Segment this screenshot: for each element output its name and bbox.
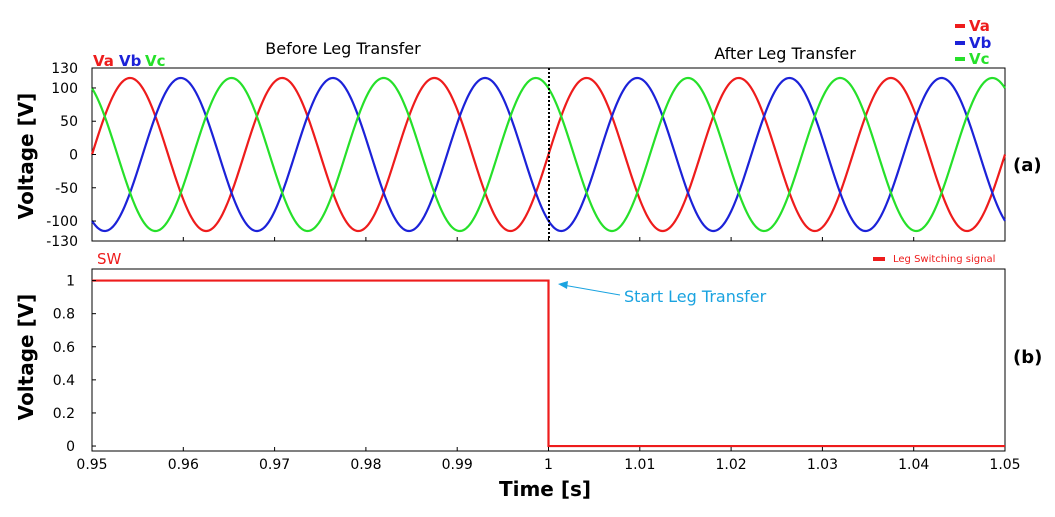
legend-label-va: Va	[969, 17, 990, 35]
xtick-label: 1	[544, 457, 553, 473]
xtick-label: 1.03	[807, 457, 838, 473]
panel-b-series-group	[92, 279, 1005, 448]
xtick-label: 0.97	[259, 457, 290, 473]
panel-a-ytick-label: 100	[51, 81, 78, 97]
panel-b-ytick-label: 0	[66, 439, 75, 455]
panel-b-yticks: 1 0.8 0.6 0.4 0.2 0	[53, 274, 96, 455]
xtick-label: 0.98	[350, 457, 381, 473]
inline-legend-vc: Vc	[145, 52, 166, 70]
inline-legend-vb: Vb	[119, 52, 142, 70]
annotation-text: Start Leg Transfer	[624, 287, 767, 306]
annotation-arrow-line	[562, 284, 621, 296]
panel-a-ytick-label: -130	[46, 234, 78, 250]
panel-b-ytick-label: 1	[66, 274, 75, 290]
panel-b-switching-signal: 1 0.8 0.6 0.4 0.2 0 0.95 0.96 0.97 0.98 0.99 1 1.01…	[14, 237, 1042, 501]
legend-label-vb: Vb	[969, 34, 992, 52]
panel-b-ytick-label: 0.6	[53, 340, 75, 356]
panel-a-legend: Va Vb Vc	[955, 17, 992, 68]
panel-b-xticks: 0.95 0.96 0.97 0.98 0.99 1 1.01 1.02 1.03 1.04 1.0…	[76, 237, 1021, 473]
xtick-label: 1.02	[716, 457, 747, 473]
panel-b-title: SW	[97, 250, 122, 268]
panel-a-ytick-label: -50	[55, 181, 78, 197]
panel-a-yticks: 130 100 50 0 -50 -100 -130	[46, 61, 96, 250]
start-transfer-annotation: Start Leg Transfer	[558, 281, 767, 306]
inline-legend-va: Va	[93, 52, 114, 70]
panel-b-tag: (b)	[1013, 347, 1042, 368]
panel-a-voltage-waveforms: 130 100 50 0 -50 -100 -130 Voltage [V] Before …	[14, 17, 1042, 250]
xtick-label: 0.99	[442, 457, 473, 473]
panel-b-legend: Leg Switching signal	[873, 254, 995, 265]
panel-b-ytick-label: 0.4	[53, 373, 75, 389]
legend-label-vc: Vc	[969, 50, 990, 68]
panel-b-ytick-label: 0.8	[53, 307, 75, 323]
panel-a-tag: (a)	[1013, 155, 1042, 176]
panel-a-ytick-label: 50	[60, 114, 78, 130]
x-axis-label: Time [s]	[499, 477, 591, 501]
legend-label-sw: Leg Switching signal	[893, 254, 995, 265]
panel-b-ytick-label: 0.2	[53, 406, 75, 422]
panel-b-ylabel: Voltage [V]	[14, 294, 38, 421]
before-transfer-label: Before Leg Transfer	[265, 39, 421, 58]
panel-a-ytick-label: -100	[46, 214, 78, 230]
after-transfer-label: After Leg Transfer	[714, 44, 856, 63]
panel-a-ytick-label: 0	[69, 148, 78, 164]
series-line-switching-signal	[92, 279, 1005, 448]
xtick-label: 1.05	[989, 457, 1020, 473]
annotation-arrow-head	[558, 281, 568, 289]
xtick-label: 0.95	[76, 457, 107, 473]
panel-a-ytick-label: 130	[51, 61, 78, 77]
series-line-va	[90, 76, 1007, 233]
panel-a-ylabel: Voltage [V]	[14, 93, 38, 220]
xtick-label: 0.96	[168, 457, 199, 473]
xtick-label: 1.04	[898, 457, 929, 473]
panel-a-inline-legend: Va Vb Vc	[93, 52, 166, 70]
xtick-label: 1.01	[624, 457, 655, 473]
